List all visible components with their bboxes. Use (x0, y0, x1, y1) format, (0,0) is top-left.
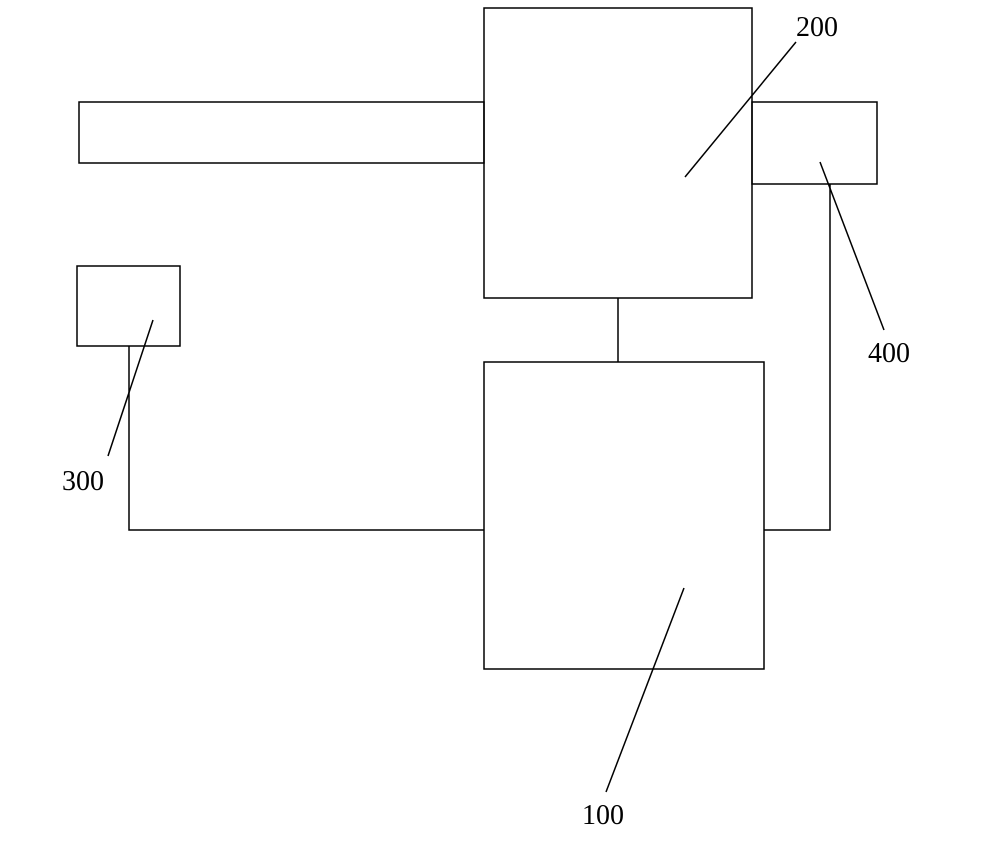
label-300: 300 (62, 466, 104, 498)
leader-200 (685, 42, 796, 177)
block-diagram-svg (0, 0, 1000, 842)
label-400: 400 (868, 338, 910, 370)
conn-300-100 (129, 346, 484, 530)
conn-400-100 (764, 184, 830, 530)
label-100: 100 (582, 800, 624, 832)
label-200: 200 (796, 12, 838, 44)
block-400-rect (752, 102, 877, 184)
block-200 (484, 8, 752, 298)
leader-100 (606, 588, 684, 792)
block-100 (484, 362, 764, 669)
diagram-container (0, 0, 1000, 842)
block-300-rect (77, 266, 180, 346)
block-hbar (79, 102, 484, 163)
leader-300 (108, 320, 153, 456)
